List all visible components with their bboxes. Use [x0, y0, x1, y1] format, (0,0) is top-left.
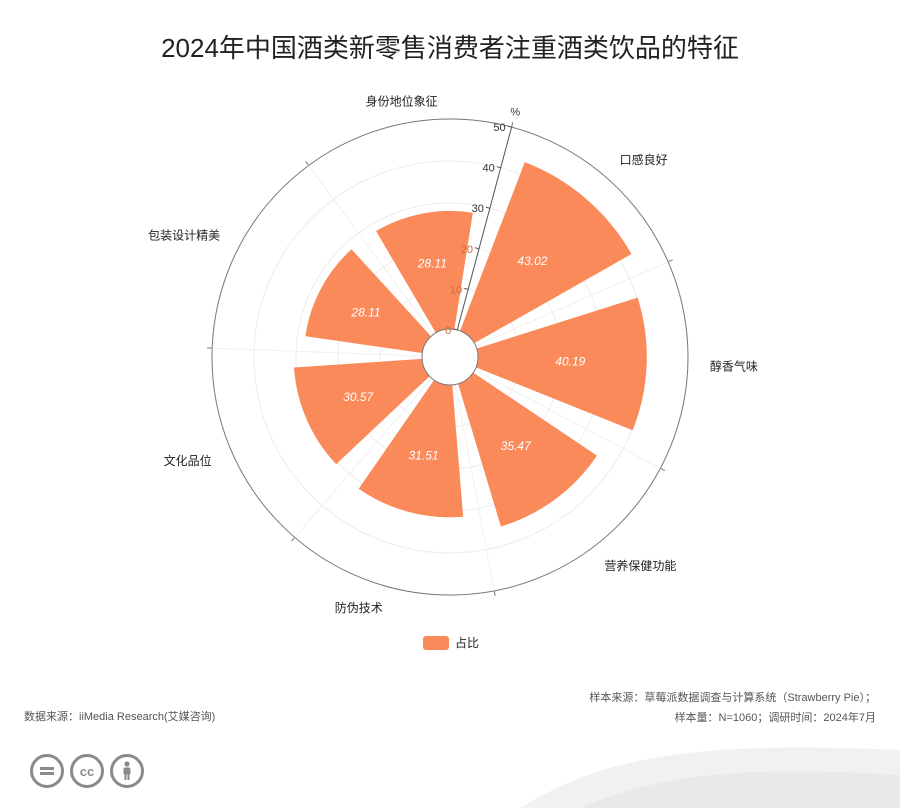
radius-tick	[485, 206, 490, 209]
equals-icon	[30, 754, 64, 788]
radius-tick	[496, 166, 501, 169]
angle-tick	[305, 161, 310, 166]
angle-split-line	[474, 369, 661, 469]
radius-tick	[453, 328, 458, 331]
value-label-0: 43.02	[517, 254, 547, 268]
radius-tick-label: 0	[445, 325, 451, 337]
value-label-3: 31.51	[409, 449, 439, 463]
decorative-wave	[520, 747, 900, 808]
bar-2	[458, 372, 597, 527]
bar-4	[293, 358, 430, 465]
category-label-0: 口感良好	[620, 152, 668, 167]
bar-5	[305, 249, 432, 354]
bar-6	[376, 210, 473, 333]
angle-tick	[291, 537, 296, 542]
radius-tick-label: 10	[450, 284, 462, 296]
angle-axis-circle	[211, 118, 689, 596]
bar-1	[475, 297, 647, 431]
sample-size: 样本量：N=1060；调研时间：2024年7月	[674, 712, 876, 724]
category-label-3: 防伪技术	[335, 600, 383, 615]
value-label-6: 28.11	[417, 257, 447, 271]
value-label-1: 40.19	[555, 355, 585, 369]
angle-split-line	[212, 347, 423, 357]
bar-3	[358, 380, 464, 518]
bar-0	[460, 162, 632, 344]
legend-swatch	[423, 635, 449, 650]
angle-split-line	[454, 384, 495, 591]
angle-split-line	[308, 165, 434, 335]
inner-circle	[421, 328, 479, 386]
polar-bar-chart: 0 10 20 30 40 50% 43.02 40.19 35.47 31.51 30.57 28.…	[148, 94, 758, 616]
radius-tick-label: 30	[472, 203, 484, 215]
radius-tick	[464, 287, 469, 290]
radius-tick-label: 40	[482, 163, 494, 175]
legend-label: 占比	[455, 636, 480, 650]
category-label-5: 包装设计精美	[148, 229, 220, 243]
radius-tick-label: 20	[461, 244, 473, 256]
value-label-5: 28.11	[350, 306, 380, 320]
cc-icon: cc	[70, 754, 104, 788]
category-label-6: 身份地位象征	[366, 94, 438, 109]
data-source: 数据来源：iiMedia Research(艾媒咨询)	[24, 711, 216, 723]
radius-tick	[507, 125, 512, 128]
chart-title: 2024年中国酒类新零售消费者注重酒类饮品的特征	[161, 33, 739, 63]
angle-tick	[493, 590, 496, 596]
angle-tick	[667, 259, 673, 263]
angle-split-line	[294, 377, 433, 538]
category-label-1: 醇香气味	[710, 359, 758, 374]
angle-tick	[660, 467, 666, 471]
person-icon	[110, 754, 144, 788]
angle-split-line	[475, 261, 669, 347]
radius-unit-label: %	[510, 107, 520, 119]
angle-tick	[511, 122, 514, 128]
category-label-2: 营养保健功能	[604, 558, 676, 573]
value-label-4: 30.57	[343, 390, 374, 404]
radius-axis-line	[456, 126, 513, 331]
legend[interactable]: 占比	[423, 634, 479, 651]
sample-source: 样本来源：草莓派数据调查与计算系统（Strawberry Pie）；	[589, 692, 876, 704]
sample-info: 样本来源：草莓派数据调查与计算系统（Strawberry Pie）； 样本量：N…	[589, 688, 876, 728]
radius-tick-label: 50	[493, 122, 505, 134]
license-icons: cc	[30, 754, 144, 788]
radius-tick	[474, 247, 480, 250]
category-label-4: 文化品位	[164, 453, 212, 468]
value-label-2: 35.47	[501, 439, 532, 453]
